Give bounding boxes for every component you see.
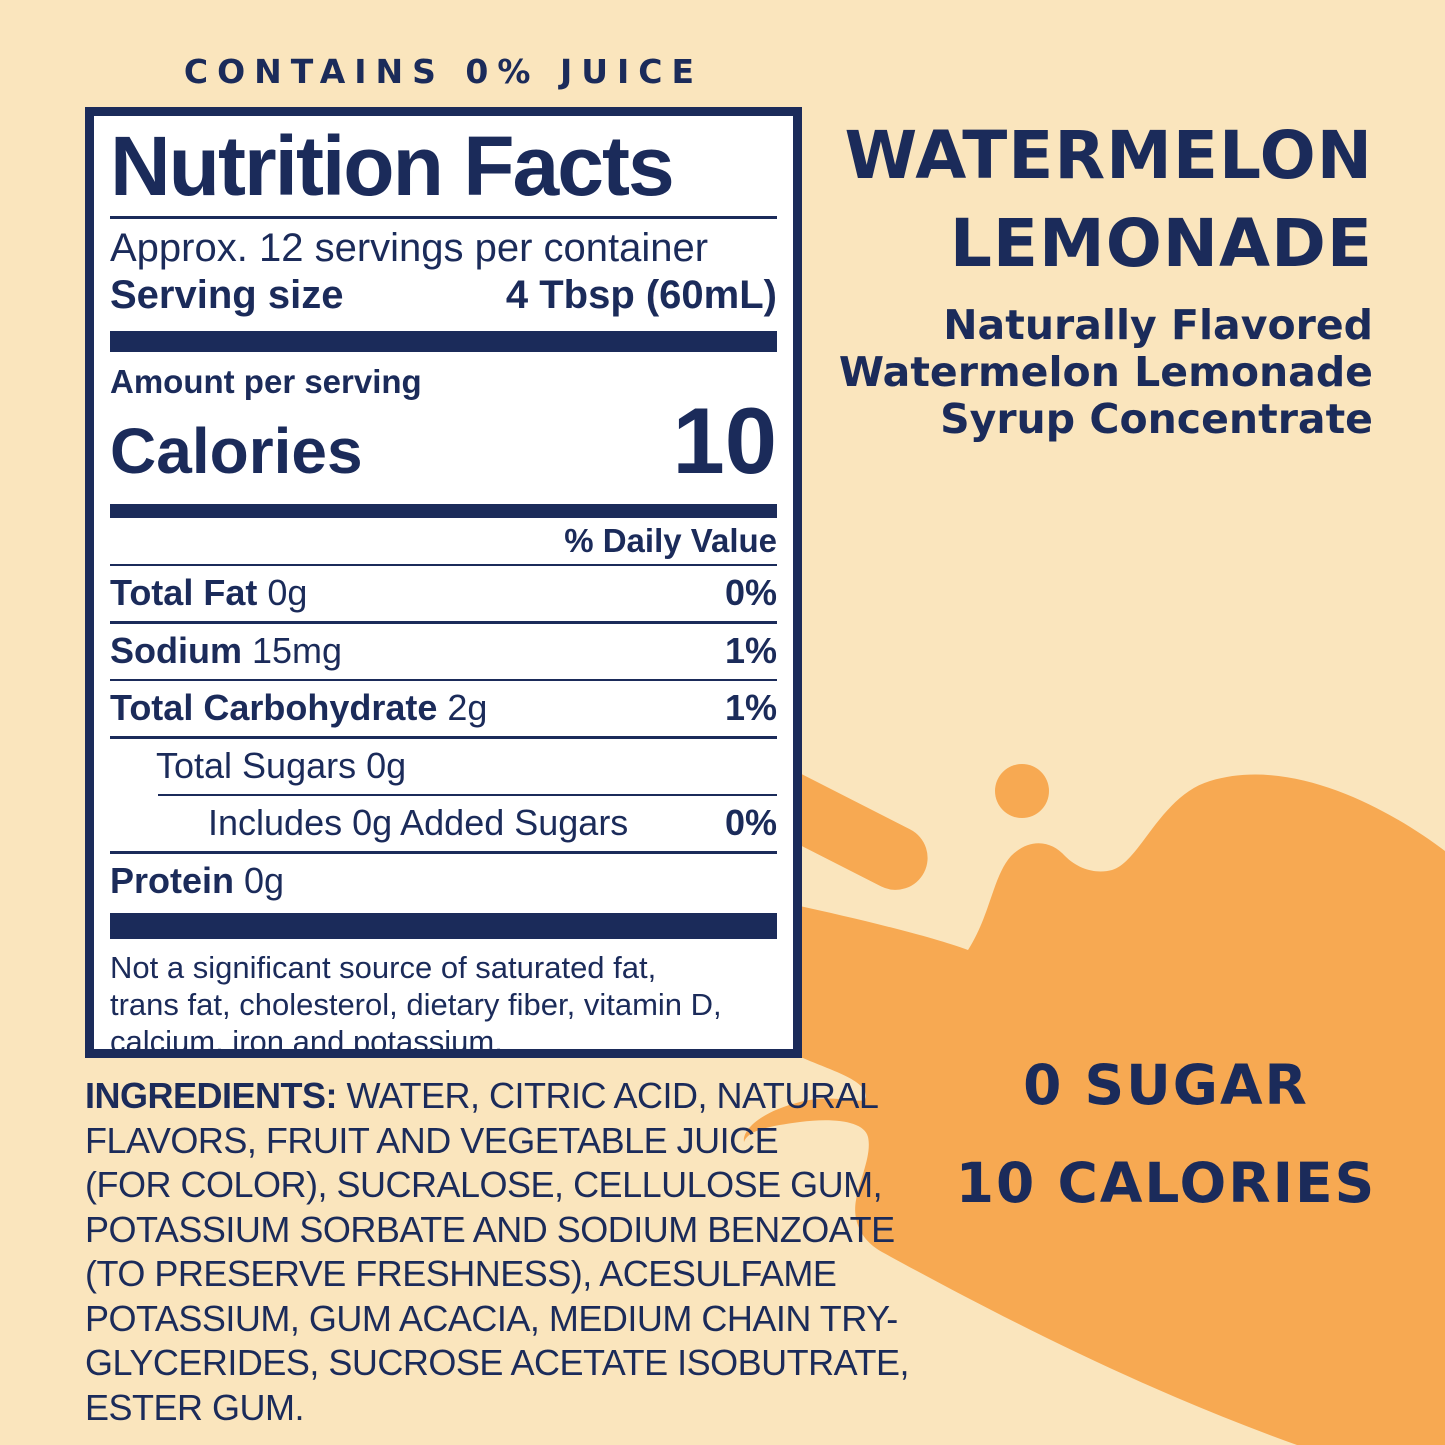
- nutrient-row-protein: Protein 0g: [110, 854, 777, 909]
- flavor-subtitle-line: Naturally Flavored: [943, 301, 1373, 349]
- nutrient-row-sodium: Sodium 15mg 1%: [110, 624, 777, 679]
- ingredients-line: INGREDIENTS: WATER, CITRIC ACID, NATURAL: [85, 1075, 879, 1116]
- thick-divider: [110, 912, 777, 939]
- medium-divider: [110, 503, 777, 518]
- nutrient-amount: 2g: [447, 687, 488, 728]
- divider: [110, 621, 777, 624]
- footnote: Not a significant source of saturated fa…: [110, 949, 777, 1058]
- amount-per-serving-label: Amount per serving: [110, 362, 422, 400]
- nutrient-amount: 15mg: [252, 629, 343, 671]
- thick-divider: [110, 330, 777, 352]
- divider: [110, 216, 777, 219]
- ingredients-line: POTASSIUM, GUM ACACIA, MEDIUM CHAIN TRY-: [85, 1297, 898, 1339]
- ingredients-line: (TO PRESERVE FRESHNESS), ACESULFAME: [85, 1253, 837, 1294]
- nutrient-dv: 0%: [724, 572, 777, 613]
- nutrient-dv: 0%: [724, 802, 777, 843]
- footnote-line: Not a significant source of saturated fa…: [110, 949, 657, 985]
- footnote-line: calcium, iron and potassium.: [110, 1023, 503, 1058]
- nutrient-dv: 1%: [724, 629, 777, 671]
- flavor-subtitle: Naturally Flavored Watermelon Lemonade S…: [839, 302, 1373, 443]
- claim-sugar: 0 SUGAR: [1023, 1053, 1309, 1117]
- flavor-subtitle-line: Watermelon Lemonade: [838, 348, 1373, 396]
- claims-block: 0 SUGAR 10 CALORIES: [940, 1056, 1392, 1212]
- daily-value-header: % Daily Value: [564, 521, 777, 559]
- nutrient-row-total-carbohydrate: Total Carbohydrate 2g 1%: [110, 681, 777, 736]
- nutrient-dv: 1%: [724, 687, 777, 728]
- nutrient-row-total-fat: Total Fat 0g 0%: [110, 566, 777, 621]
- flavor-title-line: LEMONADE: [949, 205, 1373, 282]
- serving-size-value: 4 Tbsp (60mL): [505, 272, 777, 317]
- splash-dot: [995, 764, 1049, 818]
- nutrient-name: Total Carbohydrate: [110, 687, 438, 728]
- flavor-subtitle-line: Syrup Concentrate: [940, 395, 1373, 443]
- calories-row: Calories 10: [110, 387, 777, 494]
- nutrient-amount: 0g: [267, 572, 308, 613]
- ingredients-list: INGREDIENTS: WATER, CITRIC ACID, NATURAL…: [85, 1074, 965, 1430]
- nutrient-name: Total Sugars: [156, 744, 357, 786]
- nutrient-amount: 0g: [244, 859, 285, 901]
- servings-per-container: Approx. 12 servings per container: [110, 225, 709, 270]
- flavor-title: WATERMELON LEMONADE: [839, 112, 1373, 288]
- nutrient-name: Sodium: [110, 629, 242, 671]
- ingredients-label: INGREDIENTS:: [85, 1075, 338, 1116]
- ingredients-line: (FOR COLOR), SUCRALOSE, CELLULOSE GUM,: [85, 1164, 883, 1205]
- nutrient-name: Includes 0g Added Sugars: [208, 802, 629, 843]
- divider: [110, 736, 777, 739]
- claim-calories: 10 CALORIES: [955, 1151, 1377, 1215]
- ingredients-line: GLYCERIDES, SUCROSE ACETATE ISOBUTRATE,: [85, 1342, 910, 1383]
- flavor-title-line: WATERMELON: [844, 117, 1373, 194]
- serving-size-row: Serving size 4 Tbsp (60mL): [110, 271, 777, 319]
- ingredients-line: ESTER GUM.: [85, 1386, 305, 1428]
- calories-label: Calories: [110, 414, 363, 487]
- calories-value: 10: [672, 387, 777, 493]
- splash-main-blob: [743, 774, 1445, 1445]
- contains-juice-banner: CONTAINS 0% JUICE: [183, 52, 704, 91]
- nutrient-row-added-sugars: Includes 0g Added Sugars 0%: [110, 796, 777, 851]
- nutrient-name: Total Fat: [110, 572, 258, 613]
- footnote-line: trans fat, cholesterol, dietary fiber, v…: [110, 986, 722, 1022]
- ingredients-line: POTASSIUM SORBATE AND SODIUM BENZOATE: [85, 1208, 895, 1250]
- divider-indented: [158, 793, 777, 796]
- ingredients-line: FLAVORS, FRUIT AND VEGETABLE JUICE: [85, 1119, 779, 1161]
- divider: [110, 563, 777, 566]
- nutrition-facts-title: Nutrition Facts: [110, 119, 675, 213]
- nutrient-amount: 0g: [366, 744, 407, 786]
- serving-size-label: Serving size: [110, 272, 344, 317]
- brand-block: WATERMELON LEMONADE Naturally Flavored W…: [839, 112, 1373, 443]
- divider: [110, 678, 777, 681]
- nutrition-facts-panel: Nutrition Facts Approx. 12 servings per …: [85, 107, 802, 1058]
- nutrient-row-total-sugars: Total Sugars 0g: [110, 739, 777, 794]
- nutrient-name: Protein: [110, 859, 235, 901]
- divider: [110, 851, 777, 854]
